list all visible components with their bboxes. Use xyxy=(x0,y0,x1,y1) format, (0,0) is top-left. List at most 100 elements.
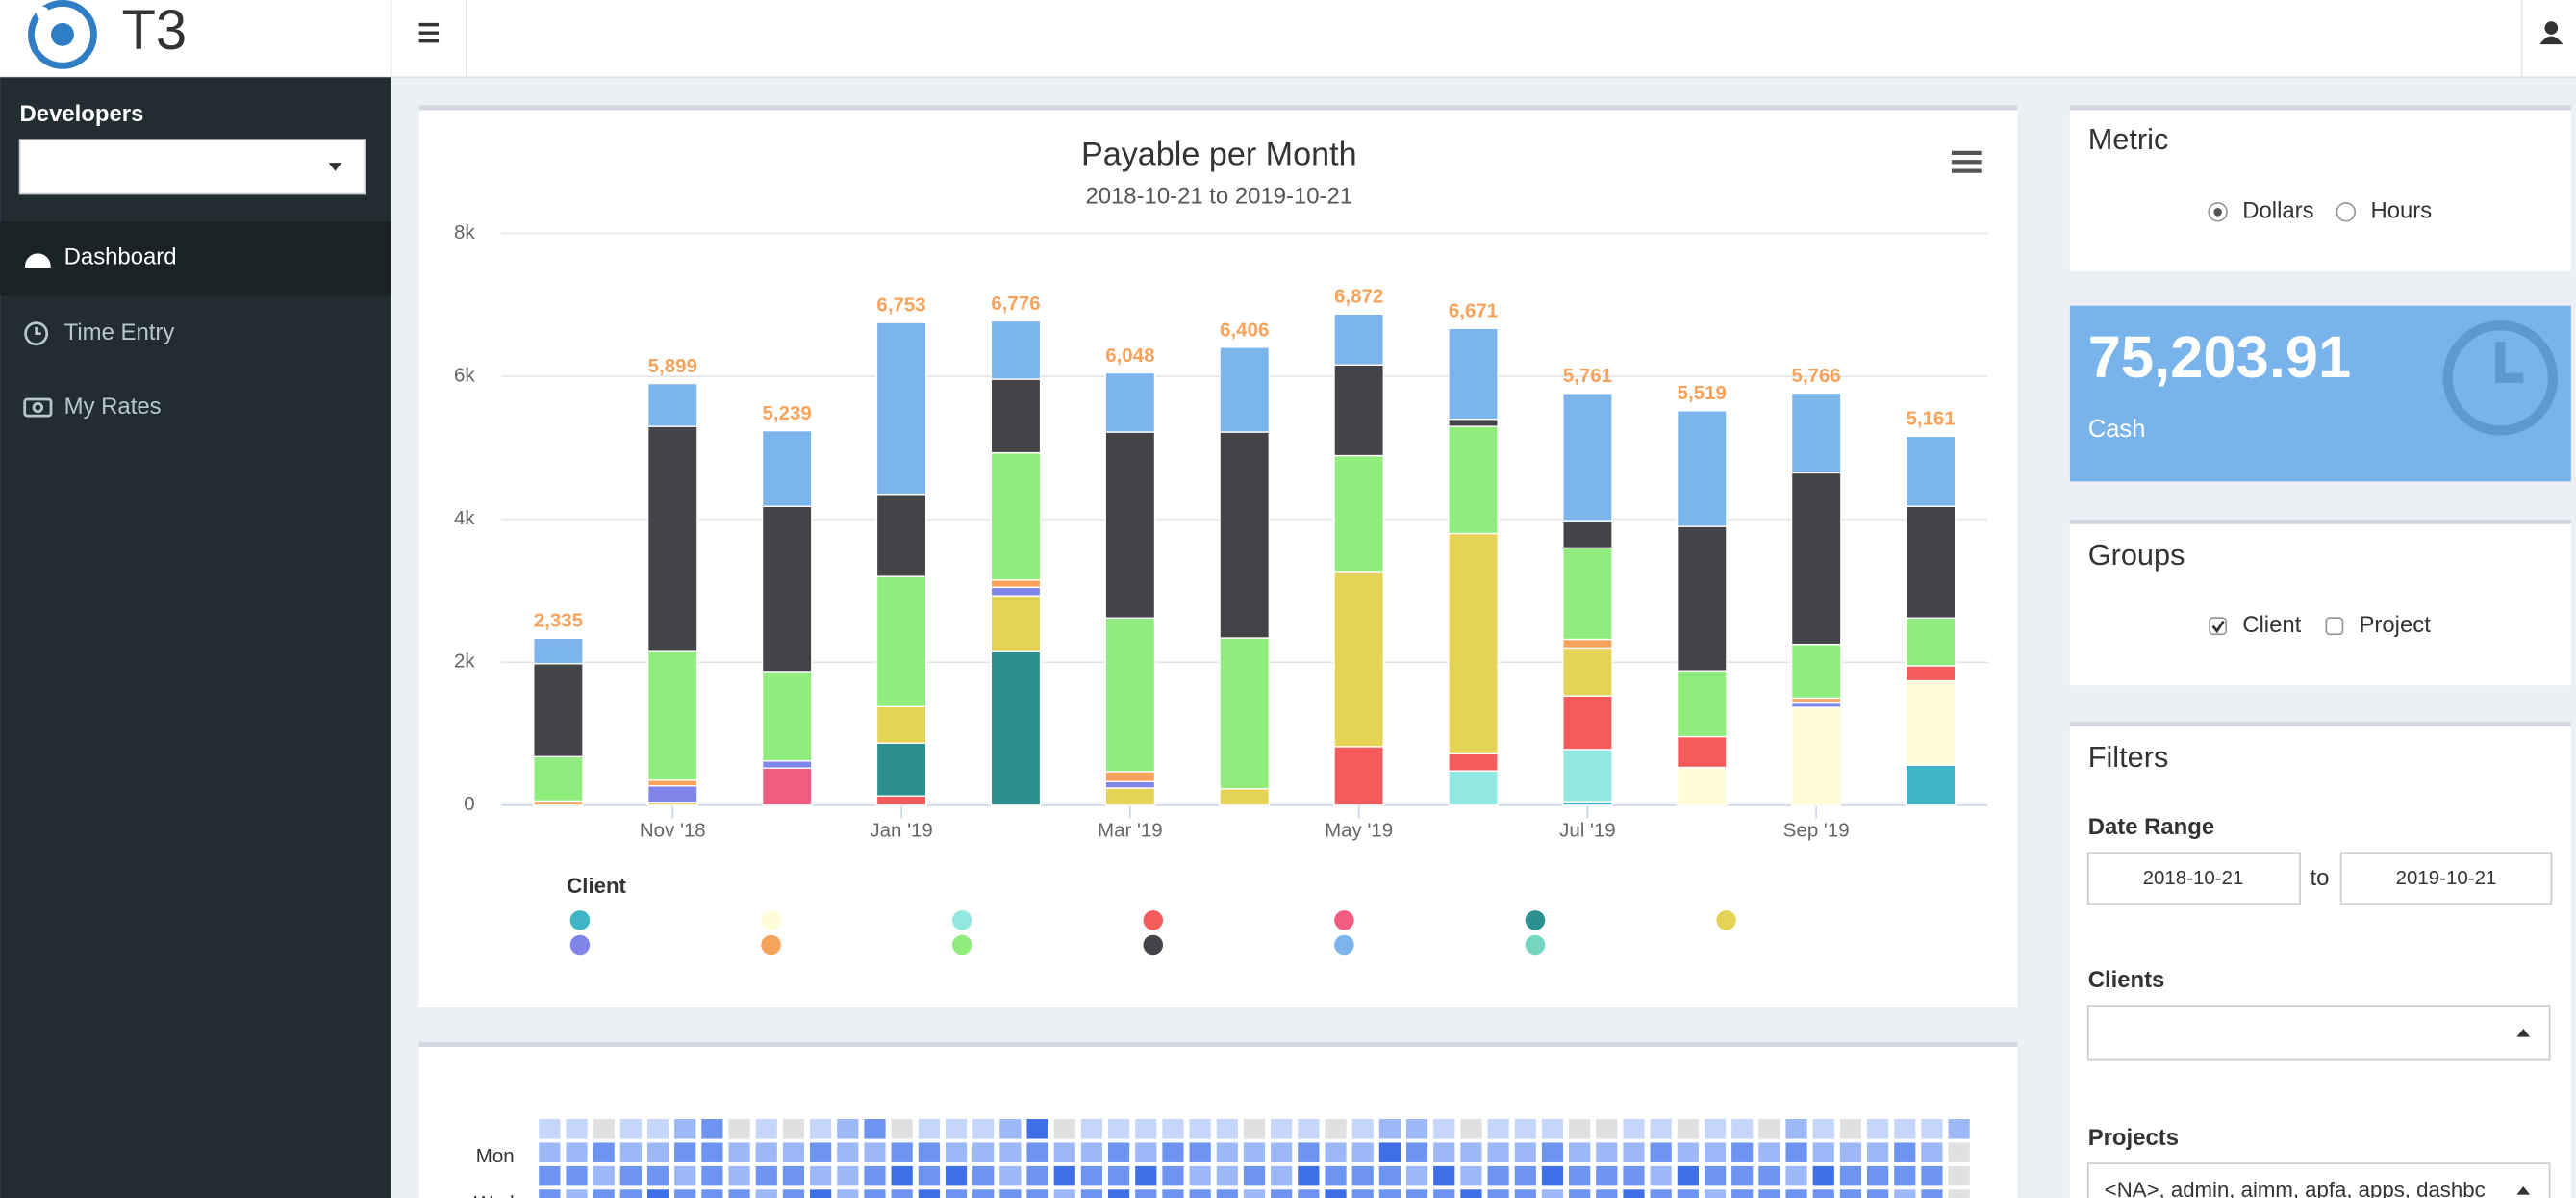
brand[interactable]: T3 xyxy=(121,0,187,62)
bar-segment xyxy=(1905,617,1957,667)
heat-cell xyxy=(945,1189,968,1198)
projects-select[interactable] xyxy=(2086,1162,2551,1198)
heat-cell xyxy=(1731,1165,1754,1186)
date-to[interactable] xyxy=(2339,852,2553,905)
heat-cell xyxy=(1785,1142,1807,1162)
date-from-value: 2018-10-21 xyxy=(2143,867,2244,889)
heat-cell xyxy=(1514,1189,1536,1198)
heat-cell xyxy=(1758,1165,1780,1186)
radio[interactable] xyxy=(2336,202,2357,222)
legend-marker[interactable] xyxy=(1716,910,1736,930)
bar-segment xyxy=(1905,435,1957,507)
heat-cell xyxy=(1623,1119,1645,1139)
total-label: 6,753 xyxy=(876,293,925,316)
chart-menu[interactable] xyxy=(1951,150,1982,173)
heat-cell xyxy=(1107,1189,1130,1198)
legend-marker[interactable] xyxy=(569,910,591,930)
heat-cell xyxy=(972,1189,995,1198)
chart-subtitle: 2018-10-21 to 2019-10-21 xyxy=(1085,183,1352,209)
heat-cell xyxy=(1053,1142,1075,1162)
bar-segment xyxy=(1562,695,1613,751)
legend-marker[interactable] xyxy=(951,910,972,930)
heat-cell xyxy=(1189,1119,1211,1139)
heat-cell xyxy=(1758,1142,1780,1162)
heat-cell xyxy=(1298,1119,1320,1139)
legend-marker[interactable] xyxy=(761,910,781,930)
sidebar-section: Developers xyxy=(20,101,144,127)
heat-cell xyxy=(999,1189,1022,1198)
nav-item[interactable]: Time Entry xyxy=(64,319,175,345)
bar-segment xyxy=(875,795,927,806)
nav-item[interactable]: Dashboard xyxy=(64,243,177,269)
legend-marker[interactable] xyxy=(569,934,591,956)
heat-cell xyxy=(1080,1165,1103,1186)
heat-cell xyxy=(1053,1189,1075,1198)
heat-cell xyxy=(1785,1165,1807,1186)
heat-cell xyxy=(593,1165,615,1186)
bar-segment xyxy=(646,785,698,803)
row-label: Wed xyxy=(474,1192,515,1198)
legend-marker[interactable] xyxy=(761,934,781,956)
legend-marker[interactable] xyxy=(1334,910,1354,930)
bar-segment xyxy=(1790,472,1842,646)
heat-cell xyxy=(1026,1142,1048,1162)
heat-cell xyxy=(1921,1119,1943,1139)
heat-cell xyxy=(1704,1189,1727,1198)
clients-select[interactable] xyxy=(2086,1005,2551,1061)
heat-cell xyxy=(810,1142,832,1162)
radio-dot xyxy=(2213,208,2222,217)
heat-cell xyxy=(1704,1142,1727,1162)
heat-cell xyxy=(864,1119,886,1139)
heat-cell xyxy=(891,1119,913,1139)
y-tick-label: 2k xyxy=(454,650,475,673)
bar-segment xyxy=(1448,532,1499,755)
legend-marker[interactable] xyxy=(1143,910,1164,930)
legend-title: Client xyxy=(567,874,626,898)
heat-cell xyxy=(1107,1142,1130,1162)
heat-cell xyxy=(1596,1119,1618,1139)
heat-cell xyxy=(674,1119,696,1139)
legend-marker[interactable] xyxy=(1525,934,1546,956)
total-label: 5,766 xyxy=(1792,365,1841,387)
legend-marker[interactable] xyxy=(1525,910,1546,930)
heat-cell xyxy=(1677,1142,1699,1162)
heat-cell xyxy=(1704,1119,1727,1139)
heat-cell xyxy=(1839,1142,1862,1162)
x-tick-label: Sep '19 xyxy=(1783,820,1850,842)
bar-segment xyxy=(646,650,698,781)
heat-cell xyxy=(1080,1189,1103,1198)
nav-item[interactable]: My Rates xyxy=(64,394,162,420)
heat-cell xyxy=(972,1142,995,1162)
heat-cell xyxy=(1053,1165,1075,1186)
heat-cell xyxy=(1569,1189,1591,1198)
legend-marker[interactable] xyxy=(951,934,972,956)
bar-segment xyxy=(990,650,1042,806)
user-menu[interactable] xyxy=(2539,21,2563,45)
bar-segment xyxy=(1219,788,1271,806)
heat-cell xyxy=(999,1142,1022,1162)
heat-cell xyxy=(1867,1119,1889,1139)
bar-segment xyxy=(1448,327,1499,421)
legend-marker[interactable] xyxy=(1334,934,1354,956)
bar-segment xyxy=(1677,735,1728,769)
bar-segment xyxy=(1104,780,1156,789)
logo[interactable] xyxy=(28,0,97,69)
bar-segment xyxy=(1104,617,1156,773)
group-options: Client Project xyxy=(2209,612,2431,638)
menu-toggle[interactable] xyxy=(418,22,440,43)
bar-segment xyxy=(1790,392,1842,474)
heat-cell xyxy=(566,1189,588,1198)
select-caret xyxy=(2516,1029,2531,1037)
total-label: 6,406 xyxy=(1220,319,1269,341)
date-from[interactable] xyxy=(2086,852,2301,905)
legend-marker[interactable] xyxy=(1143,934,1164,956)
heat-cell xyxy=(1650,1119,1672,1139)
bar-segment xyxy=(1333,313,1384,366)
checkbox[interactable] xyxy=(2325,617,2344,636)
heat-cell xyxy=(945,1119,968,1139)
heat-cell xyxy=(728,1165,750,1186)
developer-select[interactable] xyxy=(18,139,366,195)
heat-cell xyxy=(1812,1165,1834,1186)
heat-cell xyxy=(674,1189,696,1198)
